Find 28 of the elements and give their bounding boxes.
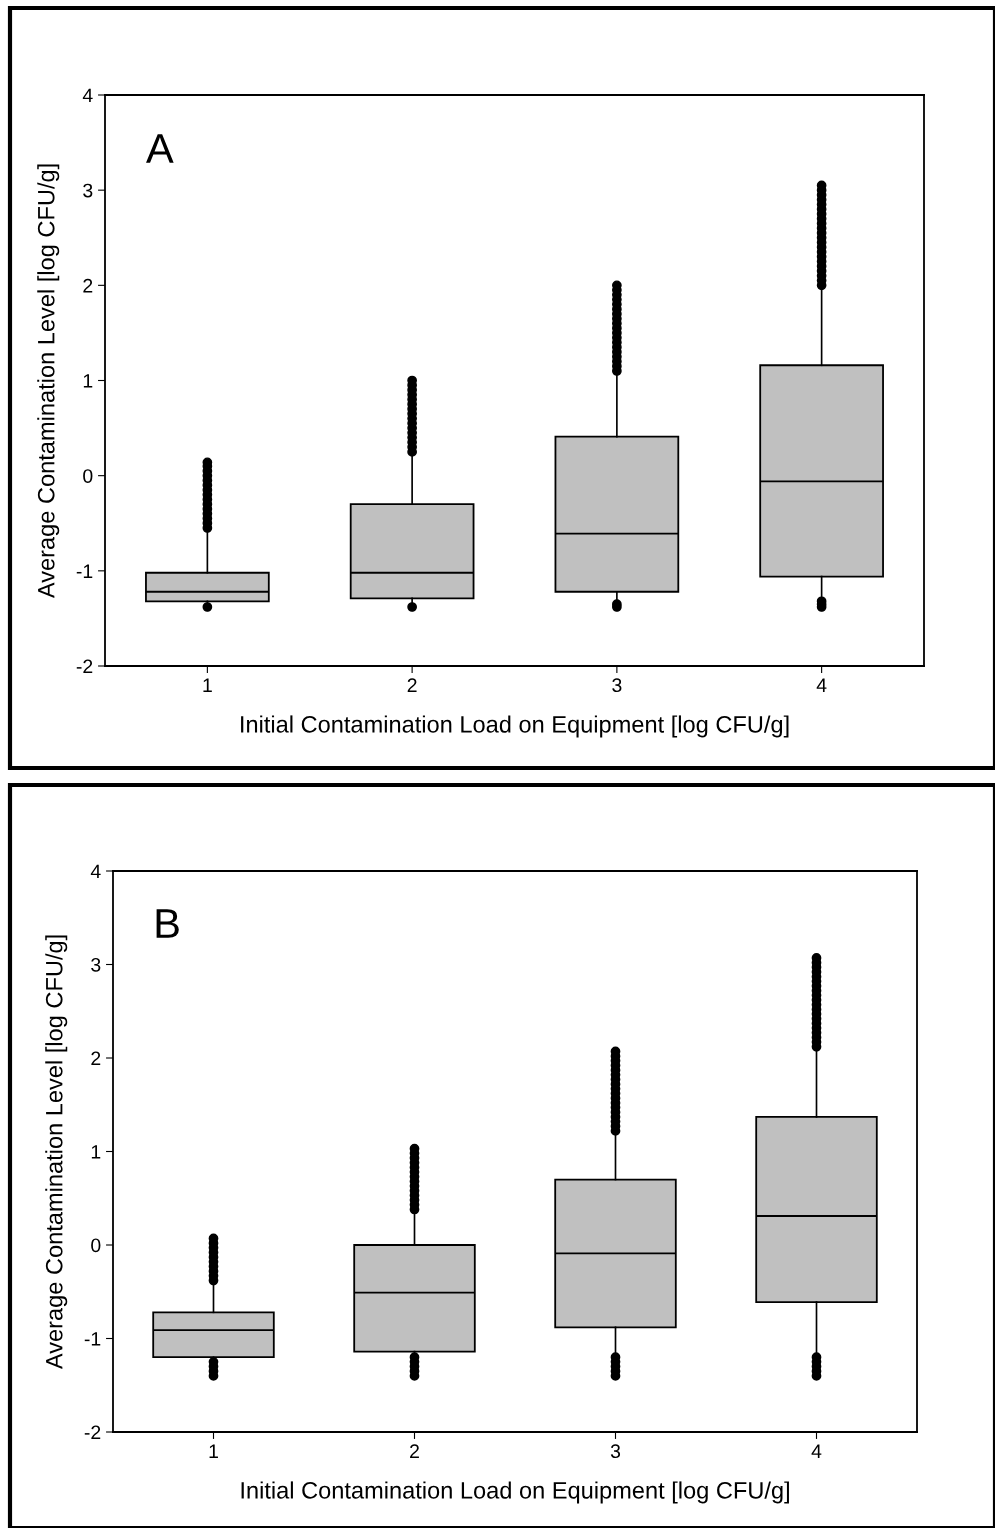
y-tick-label: -1 <box>76 564 93 578</box>
x-tick-label: 2 <box>407 678 417 692</box>
annotation: A <box>146 134 174 163</box>
x-axis-title: Initial Contamination Load on Equipment [log CFU/g] <box>241 715 789 738</box>
y-tick-label: 3 <box>83 183 93 198</box>
y-tick-label: 2 <box>83 278 93 293</box>
y-axis-title: Average Contamination Level [log CFU/g] <box>37 164 60 599</box>
y-axis-title: Average Contamination Level [log CFU/g] <box>45 935 68 1370</box>
x-tick-label: 1 <box>209 1444 218 1458</box>
x-tick-label: 1 <box>203 678 212 692</box>
y-tick-label: 1 <box>91 1145 101 1159</box>
x-tick-label: 4 <box>811 1444 822 1458</box>
x-tick-label: 2 <box>410 1444 419 1458</box>
x-tick-label: 4 <box>816 678 827 692</box>
x-tick-label: 3 <box>610 1444 621 1459</box>
y-tick-label: 0 <box>91 1238 101 1253</box>
x-axis-title: Initial Contamination Load on Equipment [log CFU/g] <box>241 1481 789 1504</box>
annotation: B <box>156 909 179 938</box>
y-tick-label: 4 <box>90 864 101 879</box>
x-tick-label: 3 <box>612 678 622 693</box>
y-tick-label: -2 <box>76 659 93 674</box>
y-tick-label: 0 <box>83 469 93 483</box>
y-tick-label: 1 <box>83 374 93 388</box>
y-tick-label: 4 <box>82 88 93 103</box>
y-tick-label: 2 <box>91 1051 101 1066</box>
y-tick-label: -2 <box>84 1425 101 1440</box>
y-tick-label: -1 <box>84 1332 101 1346</box>
y-tick-label: 3 <box>91 957 101 972</box>
